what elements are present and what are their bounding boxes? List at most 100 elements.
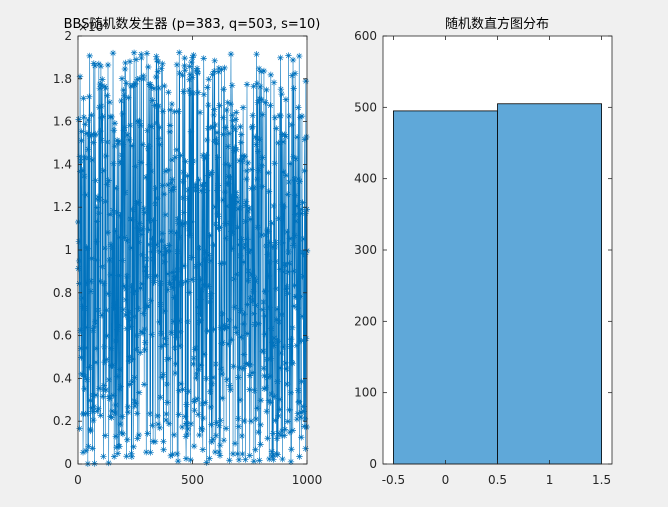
star-marker — [198, 286, 206, 294]
star-marker — [195, 244, 203, 252]
histogram-bar — [393, 110, 498, 465]
star-marker — [212, 360, 220, 368]
star-marker — [75, 265, 82, 272]
star-marker — [75, 238, 83, 245]
star-marker — [111, 409, 119, 417]
star-marker — [222, 425, 230, 432]
star-marker — [143, 448, 150, 456]
left-y-tick-label: 1.4 — [53, 157, 72, 171]
star-marker — [183, 420, 190, 428]
star-marker — [192, 263, 200, 270]
star-marker — [292, 192, 299, 199]
star-marker — [105, 459, 112, 467]
star-marker — [177, 152, 184, 159]
star-marker — [133, 200, 141, 207]
star-marker — [179, 72, 186, 79]
star-marker — [233, 329, 240, 336]
star-marker — [214, 154, 221, 161]
star-marker — [115, 272, 122, 279]
star-marker — [283, 380, 291, 388]
star-marker — [200, 181, 207, 188]
star-marker — [236, 241, 243, 249]
star-marker — [236, 204, 244, 212]
star-marker — [171, 154, 179, 161]
star-marker — [141, 339, 149, 346]
star-marker — [264, 251, 272, 258]
star-marker — [301, 251, 309, 258]
star-marker — [289, 360, 296, 367]
right-x-tick-label: 1.5 — [592, 473, 611, 487]
star-marker — [186, 289, 193, 296]
star-marker — [222, 161, 229, 168]
star-marker — [162, 341, 169, 348]
star-marker — [83, 279, 90, 287]
star-marker — [230, 194, 238, 201]
star-marker — [149, 255, 157, 263]
star-marker — [249, 298, 257, 305]
star-marker — [106, 256, 113, 264]
star-marker — [214, 187, 221, 194]
star-marker — [279, 201, 287, 209]
star-marker — [182, 433, 190, 440]
star-marker — [284, 228, 291, 236]
star-marker — [206, 388, 214, 395]
star-marker — [204, 327, 211, 335]
star-marker — [253, 141, 260, 148]
star-marker — [281, 131, 288, 138]
star-marker — [260, 67, 268, 75]
star-marker — [109, 362, 116, 369]
star-marker — [242, 456, 249, 463]
star-marker — [263, 86, 270, 94]
star-marker — [125, 357, 133, 365]
star-marker — [286, 406, 293, 414]
star-marker — [250, 83, 257, 90]
star-marker — [181, 67, 189, 74]
star-marker — [83, 376, 91, 383]
star-marker — [299, 273, 307, 280]
star-marker — [254, 175, 261, 183]
star-marker — [205, 101, 212, 109]
star-marker — [139, 251, 146, 259]
star-marker — [147, 167, 155, 175]
star-marker — [283, 285, 290, 293]
star-marker — [202, 249, 209, 256]
star-marker — [105, 290, 112, 297]
star-marker — [155, 58, 162, 66]
right-y-tick-label: 400 — [354, 172, 377, 186]
star-marker — [101, 83, 108, 90]
star-marker — [199, 400, 206, 408]
star-marker — [170, 431, 178, 439]
star-marker — [190, 51, 197, 59]
star-marker — [92, 391, 100, 399]
star-marker — [129, 142, 136, 150]
star-marker — [188, 254, 196, 261]
star-marker — [149, 97, 156, 104]
star-marker — [179, 194, 187, 202]
star-marker — [299, 235, 307, 243]
star-marker — [198, 187, 205, 194]
left-y-exponent-label: ×10⁵ — [78, 20, 108, 34]
star-marker — [125, 94, 132, 101]
star-marker — [99, 76, 106, 83]
star-marker — [80, 114, 88, 121]
star-marker — [189, 89, 197, 97]
left-chart-title: BBS随机数发生器 (p=383, q=503, s=10) — [64, 16, 321, 32]
star-marker — [234, 205, 242, 213]
star-marker — [88, 404, 96, 412]
right-axes-box — [382, 35, 613, 465]
star-marker — [195, 176, 202, 184]
star-marker — [180, 262, 188, 270]
star-marker — [84, 146, 92, 153]
star-marker — [130, 443, 137, 451]
star-marker — [288, 446, 295, 453]
star-marker — [161, 307, 168, 315]
star-marker — [221, 259, 228, 267]
star-marker — [132, 56, 140, 63]
star-marker — [294, 410, 302, 417]
star-marker — [246, 204, 253, 212]
bbs-series — [75, 49, 311, 467]
star-marker — [285, 112, 293, 120]
star-marker — [225, 316, 233, 324]
left-y-tick-label: 0.6 — [53, 329, 72, 343]
star-marker — [200, 351, 208, 358]
